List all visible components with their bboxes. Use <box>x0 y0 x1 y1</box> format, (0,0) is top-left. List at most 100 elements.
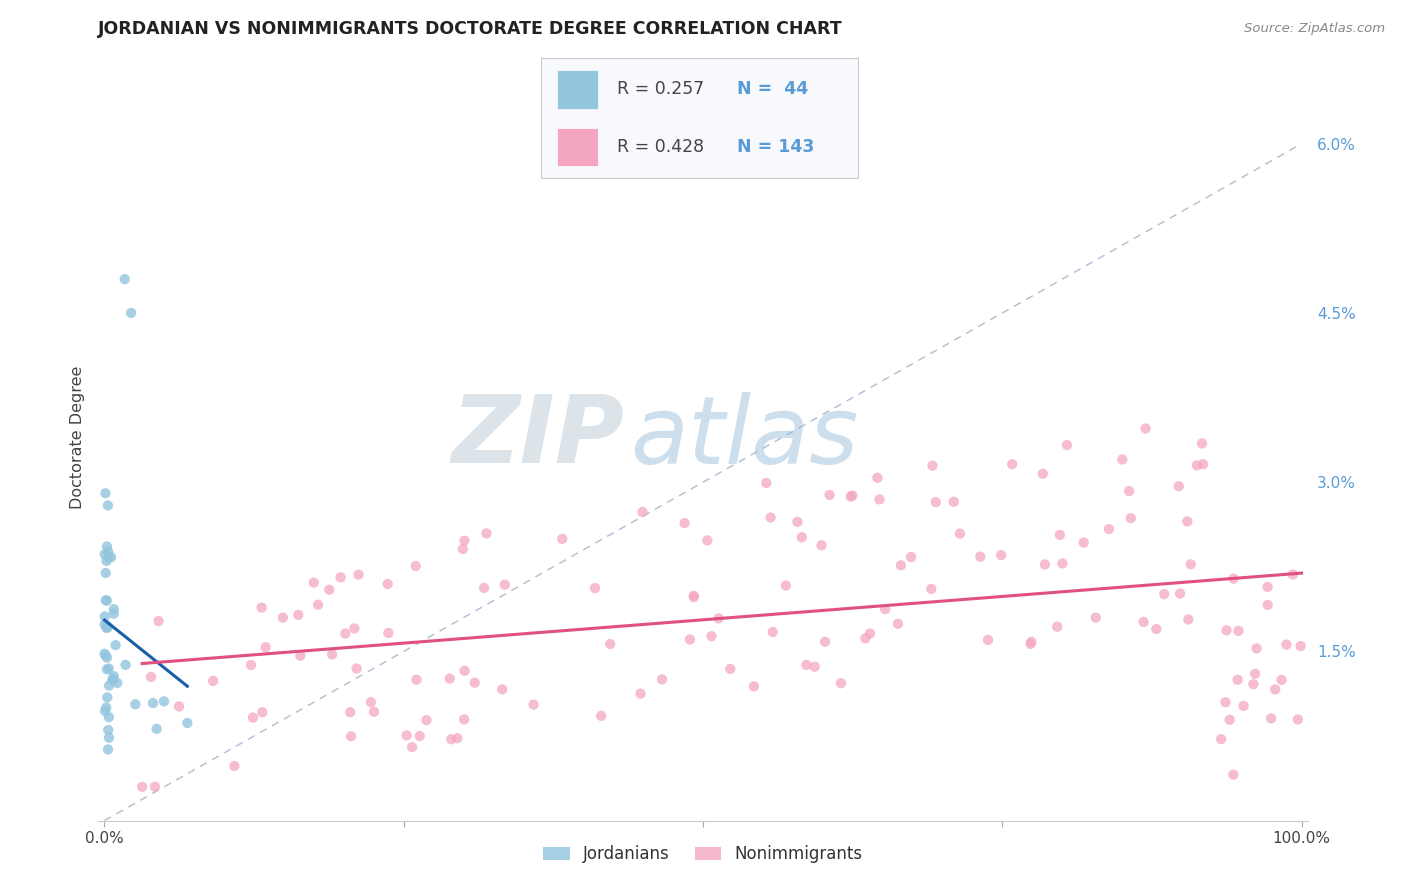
Point <box>866 471 889 485</box>
Point <box>97 731 120 745</box>
Point <box>1211 732 1233 747</box>
Text: N =  44: N = 44 <box>738 80 808 98</box>
Point <box>114 657 136 672</box>
Text: N = 143: N = 143 <box>738 138 815 156</box>
Point <box>453 533 475 548</box>
Point <box>925 495 948 509</box>
Point <box>139 670 162 684</box>
Text: ZIP: ZIP <box>451 391 624 483</box>
Point <box>153 694 176 708</box>
Point <box>700 629 723 643</box>
Point <box>679 632 702 647</box>
Point <box>1032 467 1054 481</box>
Point <box>921 458 943 473</box>
Point <box>100 550 122 565</box>
Point <box>1246 641 1268 656</box>
Point <box>96 690 118 705</box>
Point <box>1021 635 1043 649</box>
Point <box>96 540 118 554</box>
Point <box>803 659 825 673</box>
Point <box>96 650 118 665</box>
Point <box>551 532 574 546</box>
Point <box>405 673 427 687</box>
Point <box>830 676 852 690</box>
Point <box>969 549 991 564</box>
Point <box>718 662 741 676</box>
Point <box>977 632 1000 647</box>
Point <box>94 486 117 500</box>
Point <box>97 742 120 756</box>
Point <box>796 657 818 672</box>
Point <box>240 658 263 673</box>
Point <box>97 710 120 724</box>
Point <box>1132 615 1154 629</box>
Point <box>1241 677 1264 691</box>
Point <box>890 558 912 573</box>
Point <box>224 759 246 773</box>
Point <box>94 648 117 663</box>
Legend: Jordanians, Nonimmigrants: Jordanians, Nonimmigrants <box>537 838 869 870</box>
Point <box>790 530 813 544</box>
Point <box>103 669 125 683</box>
Point <box>1192 457 1215 471</box>
Point <box>98 679 121 693</box>
Point <box>839 490 862 504</box>
Point <box>176 716 198 731</box>
Point <box>446 731 468 746</box>
Point <box>673 516 696 530</box>
Point <box>920 582 942 596</box>
Point <box>439 672 461 686</box>
Point <box>93 547 115 561</box>
Point <box>1244 666 1267 681</box>
Point <box>440 732 463 747</box>
Point <box>94 704 117 718</box>
Point <box>523 698 546 712</box>
Point <box>1177 612 1199 626</box>
Point <box>97 550 120 565</box>
Point <box>307 598 329 612</box>
Point <box>96 593 118 607</box>
Point <box>321 648 343 662</box>
Point <box>290 648 312 663</box>
Point <box>202 673 225 688</box>
Point <box>96 618 118 632</box>
Point <box>339 705 361 719</box>
Point <box>1073 535 1095 549</box>
Point <box>1119 511 1142 525</box>
Point <box>599 637 621 651</box>
Point <box>651 673 673 687</box>
Point <box>1056 438 1078 452</box>
Point <box>869 492 891 507</box>
Point <box>464 675 486 690</box>
Point <box>94 566 117 580</box>
Point <box>96 554 118 568</box>
Point <box>942 494 965 508</box>
Point <box>682 589 704 603</box>
Point <box>630 687 652 701</box>
Point <box>1257 580 1279 594</box>
Point <box>114 272 136 286</box>
Point <box>346 661 368 675</box>
Point <box>1215 695 1237 709</box>
Point <box>167 699 190 714</box>
Point <box>250 600 273 615</box>
Point <box>1222 767 1244 781</box>
Point <box>682 590 704 604</box>
Point <box>143 780 166 794</box>
Point <box>1052 557 1074 571</box>
Point <box>1227 624 1250 638</box>
Point <box>1168 586 1191 600</box>
Point <box>401 740 423 755</box>
Point <box>343 622 366 636</box>
Point <box>451 541 474 556</box>
Point <box>1049 528 1071 542</box>
Text: R = 0.428: R = 0.428 <box>617 138 704 156</box>
Point <box>97 723 120 737</box>
Point <box>1111 452 1133 467</box>
Point <box>1019 637 1042 651</box>
Point <box>120 306 142 320</box>
Point <box>887 616 910 631</box>
Text: atlas: atlas <box>630 392 859 483</box>
Point <box>405 559 427 574</box>
Point <box>990 548 1012 562</box>
